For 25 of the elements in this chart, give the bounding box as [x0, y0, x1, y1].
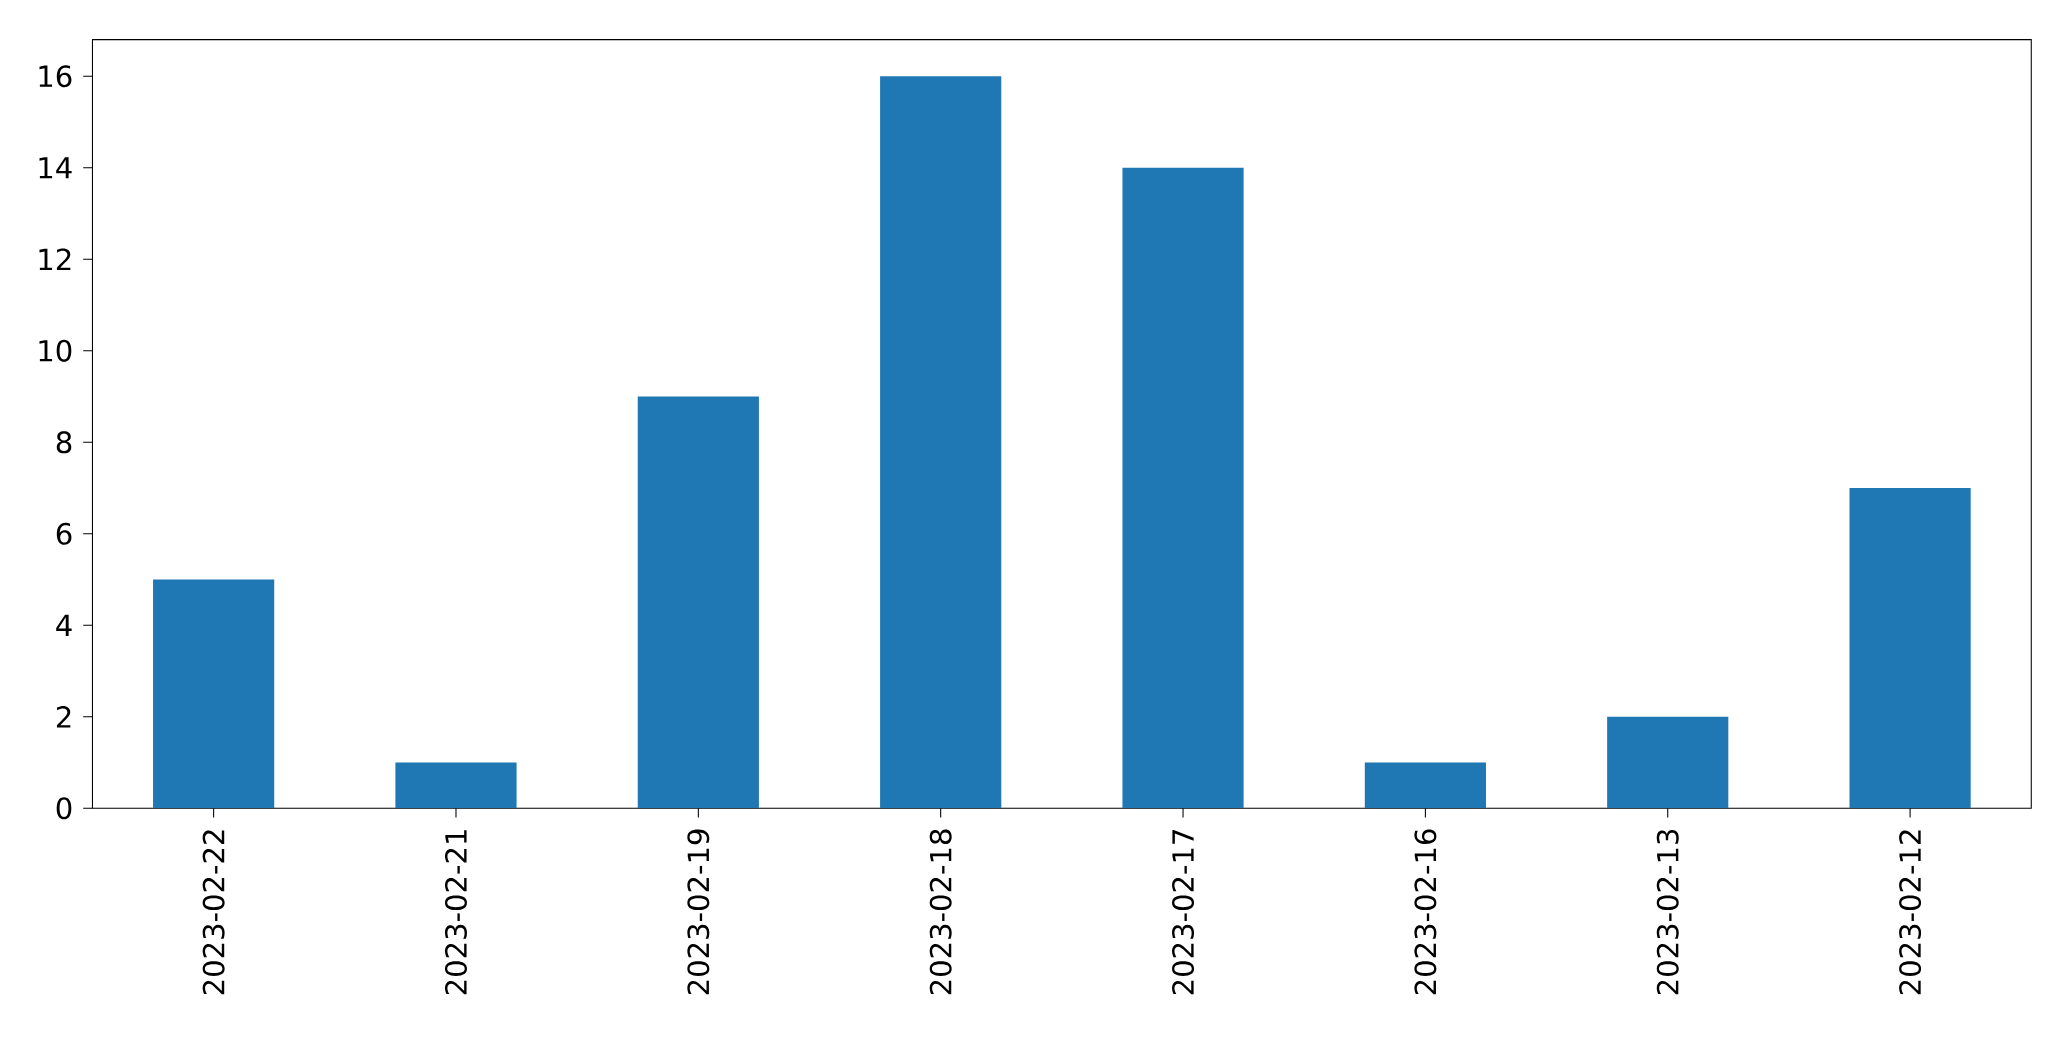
- y-tick-label: 2: [56, 706, 71, 728]
- bar: [1364, 762, 1486, 809]
- x-tick-label: 2023-02-21: [445, 830, 467, 995]
- bar: [395, 762, 517, 809]
- y-tick-label: 0: [56, 797, 72, 820]
- x-tick-label: 2023-02-13: [1656, 830, 1679, 995]
- y-tick-label: 8: [56, 431, 72, 454]
- x-tick-label: 2023-02-16: [1414, 829, 1437, 995]
- bar: [1122, 167, 1244, 809]
- x-tick-label: 2023-02-19: [687, 829, 710, 995]
- x-tick-label: 2023-02-18: [929, 829, 952, 995]
- bar: [1607, 717, 1729, 809]
- y-tick-label: 12: [39, 248, 71, 271]
- y-tick-label: 14: [39, 157, 72, 179]
- bar: [880, 76, 1002, 809]
- bar: [153, 579, 275, 809]
- x-tick-label: 2023-02-17: [1172, 830, 1195, 995]
- y-tick-label: 16: [39, 65, 72, 88]
- x-tick-label: 2023-02-22: [202, 830, 225, 995]
- y-tick-label: 6: [56, 523, 72, 545]
- bar: [1849, 488, 1971, 809]
- x-tick-label: 2023-02-12: [1899, 830, 1922, 995]
- y-tick-label: 4: [56, 614, 72, 637]
- bar: [637, 396, 759, 809]
- y-tick-label: 10: [39, 339, 72, 362]
